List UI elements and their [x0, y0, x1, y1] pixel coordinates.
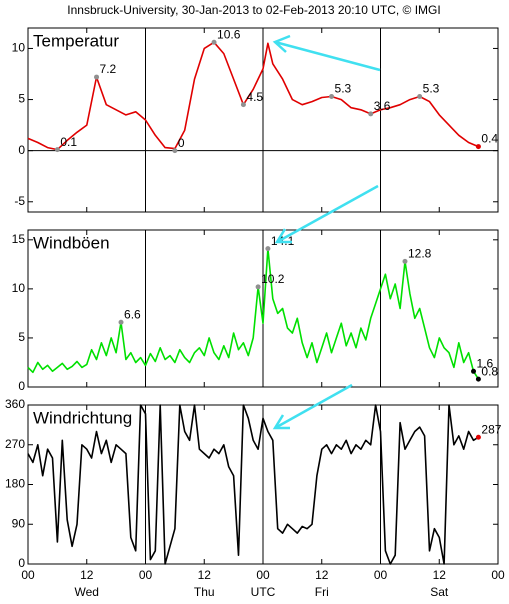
data-line: [27, 247, 480, 380]
annotation-dot: [471, 368, 477, 374]
annotation-label: 4.5: [246, 90, 263, 104]
x-tick-label: 12: [198, 568, 212, 582]
annotation-dot: [368, 111, 374, 117]
panel-title: Windrichtung: [33, 408, 132, 427]
x-tick-label: 12: [80, 568, 94, 582]
x-tick-label: 12: [433, 568, 447, 582]
plots: -5 0 5 10 0.1 7.2 0 10.6 4.5 5.3 3.6 5.3 0.4 Temperat…: [5, 27, 505, 599]
annotation-label: 0.1: [60, 135, 77, 149]
y-tick-label: 0: [18, 556, 25, 570]
annotation-label: 5.3: [423, 82, 440, 96]
arrow: [276, 184, 379, 244]
y-tick-label: 15: [12, 232, 26, 246]
annotation-label: 0.8: [481, 364, 498, 378]
panel-title: Temperatur: [33, 31, 119, 50]
annotation-dot: [54, 147, 60, 153]
x-tick-label: 00: [374, 568, 388, 582]
annotation-label: 287: [481, 422, 501, 436]
day-label: Sat: [430, 585, 449, 599]
y-tick-label: 360: [5, 397, 25, 411]
arrow-head: [274, 228, 292, 244]
panel-title: Windböen: [33, 233, 110, 252]
annotation-label: 10.2: [261, 272, 285, 286]
x-tick-label: 00: [21, 568, 35, 582]
y-tick-label: 180: [5, 477, 25, 491]
arrow-head: [272, 34, 291, 53]
annotation-label: 7.2: [100, 62, 117, 76]
annotation-dot: [118, 319, 124, 325]
annotation-dot: [240, 102, 246, 108]
annotation-dot: [211, 39, 217, 45]
annotation-label: 5.3: [335, 82, 352, 96]
y-tick-label: -5: [14, 194, 25, 208]
annotation-label: 1.6: [477, 356, 494, 370]
annotation-dot: [417, 93, 423, 99]
day-label: Wed: [75, 585, 99, 599]
annotation-dot: [329, 93, 335, 99]
annotation-label: 6.6: [124, 307, 141, 321]
arrow: [274, 383, 353, 430]
y-tick-label: 10: [12, 281, 26, 295]
annotation-dot: [475, 376, 481, 382]
annotation-dot: [475, 144, 481, 150]
y-tick-label: 0: [18, 143, 25, 157]
annotation-dot: [94, 74, 100, 80]
x-tick-label: 00: [491, 568, 505, 582]
arrow: [274, 40, 381, 72]
day-label: Thu: [194, 585, 215, 599]
annotation-dot: [172, 148, 178, 154]
y-tick-label: 270: [5, 437, 25, 451]
annotation-label: 0: [178, 136, 185, 150]
data-line: [27, 41, 479, 151]
x-tick-label: 00: [256, 568, 270, 582]
chart-title: Innsbruck-University, 30-Jan-2013 to 02-…: [67, 3, 440, 17]
data-line: [27, 404, 479, 565]
y-tick-label: 90: [12, 516, 26, 530]
arrows: [272, 34, 381, 430]
day-label: Fri: [315, 585, 329, 599]
annotation-dot: [265, 246, 271, 252]
day-label: UTC: [251, 585, 276, 599]
annotation-dot: [402, 258, 408, 264]
y-tick-label: 0: [18, 379, 25, 393]
annotation-dot: [255, 284, 261, 290]
x-tick-label: 12: [315, 568, 329, 582]
annotation-label: 12.8: [408, 247, 432, 261]
y-tick-label: 5: [18, 92, 25, 106]
annotation-label: 0.4: [481, 132, 498, 146]
y-tick-label: 10: [12, 41, 26, 55]
annotation-label: 3.6: [374, 99, 391, 113]
annotation-dot: [475, 434, 481, 440]
x-tick-label: 00: [139, 568, 153, 582]
y-tick-label: 5: [18, 330, 25, 344]
arrow-head: [272, 414, 290, 430]
annotation-label: 10.6: [217, 27, 241, 41]
